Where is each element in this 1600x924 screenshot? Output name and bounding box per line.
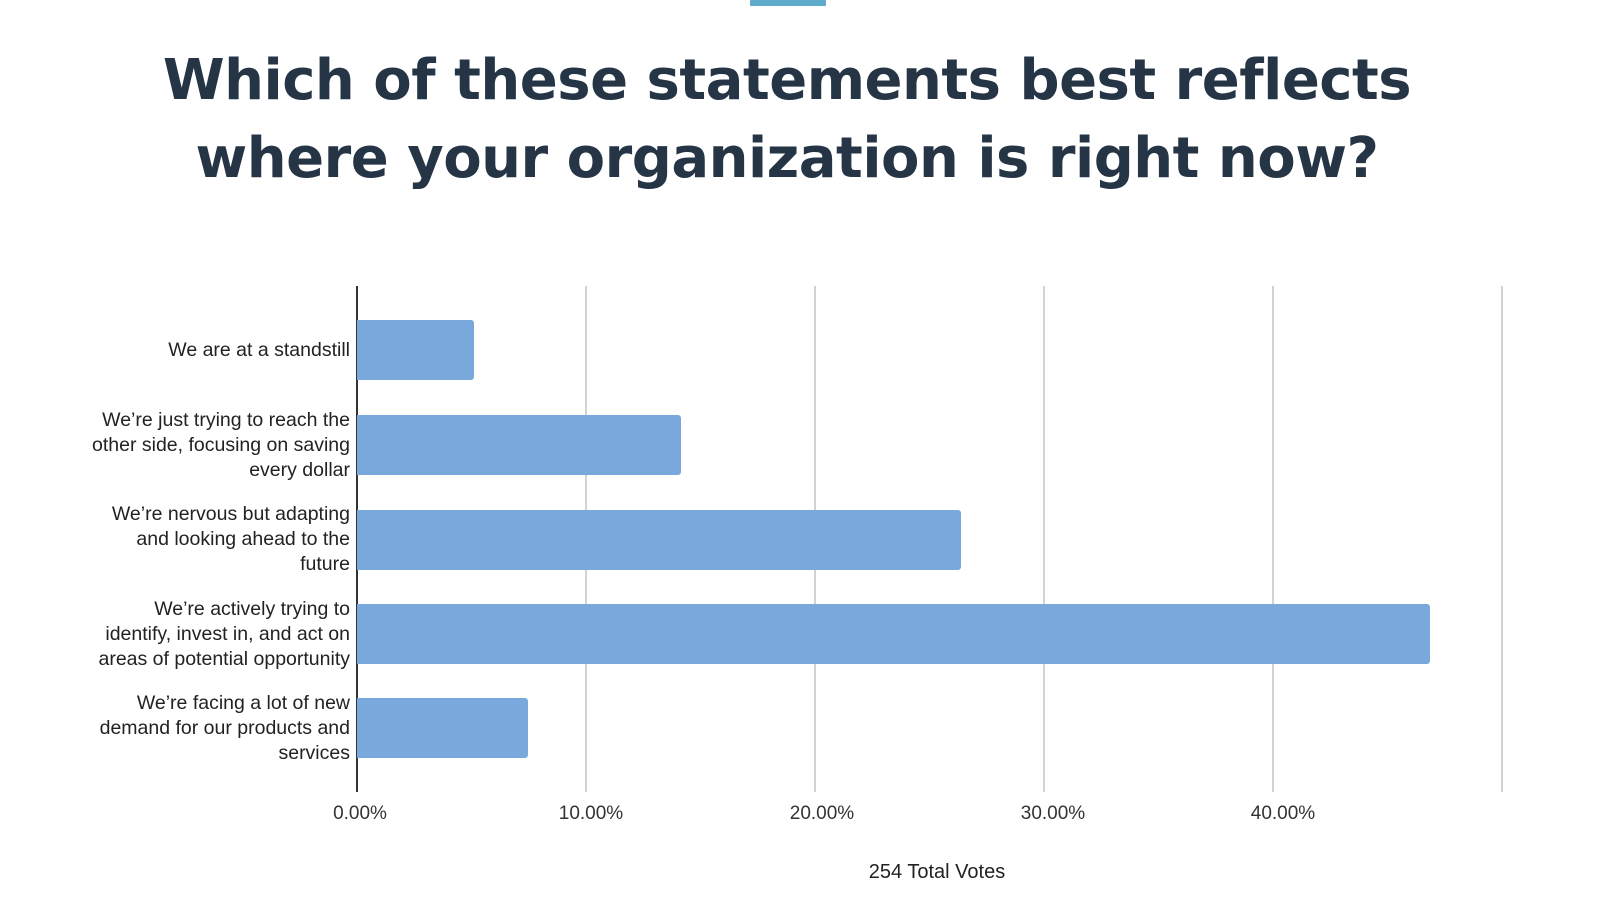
header-accent-line (750, 0, 826, 6)
category-label-new-demand: We’re facing a lot of new demand for our… (50, 691, 350, 766)
x-tick-10: 10.00% (558, 803, 624, 824)
label-line: demand for our products and (99, 717, 350, 739)
x-tick-0: 0.00% (333, 803, 387, 824)
category-label-nervous-adapting: We’re nervous but adapting and looking a… (50, 502, 350, 577)
label-line: identify, invest in, and act on (105, 623, 350, 645)
label-line: every dollar (249, 459, 350, 481)
label-line: We’re just trying to reach the (102, 409, 350, 431)
label-line: We’re facing a lot of new (136, 692, 350, 714)
label-line: We’re nervous but adapting (111, 503, 350, 525)
label-line: services (278, 742, 350, 764)
label-line: We are at a standstill (168, 339, 350, 361)
gridline-40 (1272, 286, 1274, 792)
title-line-2: where your organization is right now? (195, 126, 1379, 191)
label-line: and looking ahead to the (136, 528, 350, 550)
page-title: Which of these statements best reflects … (0, 42, 1574, 198)
label-line: We’re actively trying to (154, 598, 350, 620)
bar-actively-investing (357, 604, 1430, 664)
x-tick-40: 40.00% (1250, 803, 1316, 824)
gridline-50 (1501, 286, 1503, 792)
title-line-1: Which of these statements best reflects (162, 48, 1412, 113)
category-label-reach-other-side: We’re just trying to reach the other sid… (50, 408, 350, 483)
category-label-standstill: We are at a standstill (50, 338, 350, 363)
label-line: future (300, 553, 350, 575)
gridline-30 (1043, 286, 1045, 792)
label-line: areas of potential opportunity (98, 648, 350, 670)
label-line: other side, focusing on saving (92, 434, 350, 456)
bar-standstill (357, 320, 475, 380)
bar-reach-other-side (357, 415, 682, 475)
x-axis-label-total-votes: 254 Total Votes (868, 861, 1006, 883)
bar-new-demand (357, 698, 529, 758)
bar-chart-plot-area (356, 286, 1516, 792)
bar-nervous-adapting (357, 510, 962, 570)
x-tick-20: 20.00% (789, 803, 855, 824)
category-label-actively-investing: We’re actively trying to identify, inves… (50, 597, 350, 672)
x-tick-30: 30.00% (1020, 803, 1086, 824)
